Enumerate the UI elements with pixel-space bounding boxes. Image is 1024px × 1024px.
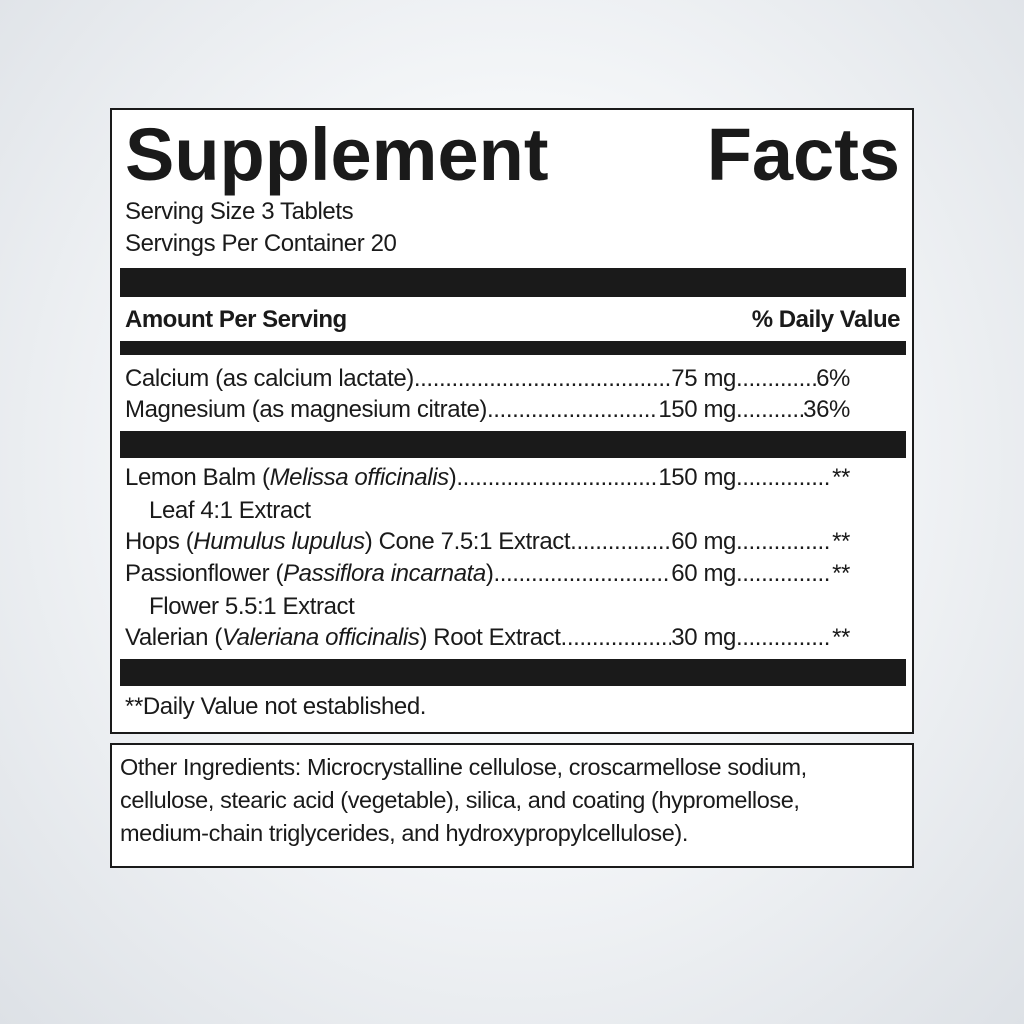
dot-leader: ........................................… <box>736 365 817 392</box>
daily-value-label: % Daily Value <box>751 306 901 333</box>
botanical-dv: ** <box>832 464 850 491</box>
botanical-name: Passionflower (Passiflora incarnata) <box>125 560 494 587</box>
title-word-1: Supplement <box>125 113 549 196</box>
botanical-sub: Flower 5.5:1 Extract <box>149 593 355 620</box>
botanical-row: Passionflower (Passiflora incarnata) ...… <box>125 559 850 589</box>
thick-divider <box>120 431 906 458</box>
thin-divider <box>120 341 906 355</box>
dot-leader: ........................................… <box>736 560 832 587</box>
dot-leader: ........................................… <box>413 365 671 392</box>
botanical-name: Lemon Balm (Melissa officinalis) <box>125 464 457 491</box>
nutrient-dv: 36% <box>803 396 850 423</box>
ingredients-line: Other Ingredients: Microcrystalline cell… <box>120 754 807 780</box>
nutrient-row: Calcium (as calcium lactate) ...........… <box>125 364 850 394</box>
dot-leader: ........................................… <box>456 464 658 491</box>
botanical-sub: Leaf 4:1 Extract <box>149 497 311 524</box>
botanical-row: Valerian (Valeriana officinalis) Root Ex… <box>125 623 850 653</box>
botanical-name: Hops (Humulus lupulus) Cone 7.5:1 Extrac… <box>125 528 571 555</box>
other-ingredients-text: Other Ingredients: Microcrystalline cell… <box>120 751 910 850</box>
botanical-amount: 30 mg <box>671 624 736 651</box>
panel-title: Supplement Facts <box>125 114 900 196</box>
dot-leader: ........................................… <box>493 560 671 587</box>
serving-size: Serving Size 3 Tablets <box>125 198 354 225</box>
dot-leader: ........................................… <box>487 396 658 423</box>
botanical-amount: 60 mg <box>671 560 736 587</box>
botanical-dv: ** <box>832 528 850 555</box>
footnote: **Daily Value not established. <box>125 693 427 720</box>
botanical-name: Valerian (Valeriana officinalis) Root Ex… <box>125 624 561 651</box>
botanical-dv: ** <box>832 560 850 587</box>
dot-leader: ........................................… <box>736 528 832 555</box>
title-word-2: Facts <box>706 113 900 196</box>
botanical-amount: 60 mg <box>671 528 736 555</box>
nutrient-name: Magnesium (as magnesium citrate) <box>125 396 488 423</box>
dot-leader: ........................................… <box>570 528 671 555</box>
thick-divider <box>120 659 906 686</box>
botanical-row: Lemon Balm (Melissa officinalis) .......… <box>125 463 850 493</box>
supplement-facts-panel: Supplement Facts Serving Size 3 Tablets … <box>110 108 914 734</box>
dot-leader: ........................................… <box>736 396 803 423</box>
dot-leader: ........................................… <box>736 464 832 491</box>
nutrient-row: Magnesium (as magnesium citrate) .......… <box>125 395 850 425</box>
ingredients-line: cellulose, stearic acid (vegetable), sil… <box>120 787 800 813</box>
servings-per-container: Servings Per Container 20 <box>125 230 397 257</box>
botanical-row: Hops (Humulus lupulus) Cone 7.5:1 Extrac… <box>125 527 850 557</box>
nutrient-dv: 6% <box>816 365 850 392</box>
other-ingredients-panel: Other Ingredients: Microcrystalline cell… <box>110 743 914 868</box>
column-header: Amount Per Serving % Daily Value <box>125 306 901 334</box>
nutrient-amount: 150 mg <box>658 396 736 423</box>
dot-leader: ........................................… <box>736 624 832 651</box>
nutrient-amount: 75 mg <box>671 365 736 392</box>
botanical-dv: ** <box>832 624 850 651</box>
nutrient-name: Calcium (as calcium lactate) <box>125 365 414 392</box>
amount-per-serving-label: Amount Per Serving <box>125 306 347 333</box>
dot-leader: ........................................… <box>560 624 672 651</box>
botanical-amount: 150 mg <box>658 464 736 491</box>
ingredients-line: medium-chain triglycerides, and hydroxyp… <box>120 820 688 846</box>
thick-divider <box>120 268 906 297</box>
